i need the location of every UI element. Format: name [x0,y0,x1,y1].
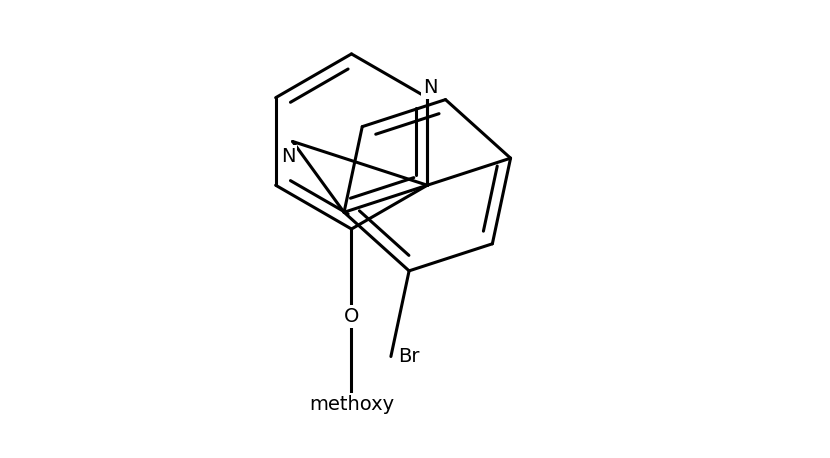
Text: N: N [422,78,437,97]
Text: methoxy: methoxy [309,395,394,414]
Text: N: N [281,147,295,166]
Text: O: O [344,307,359,326]
Text: Br: Br [398,347,419,366]
